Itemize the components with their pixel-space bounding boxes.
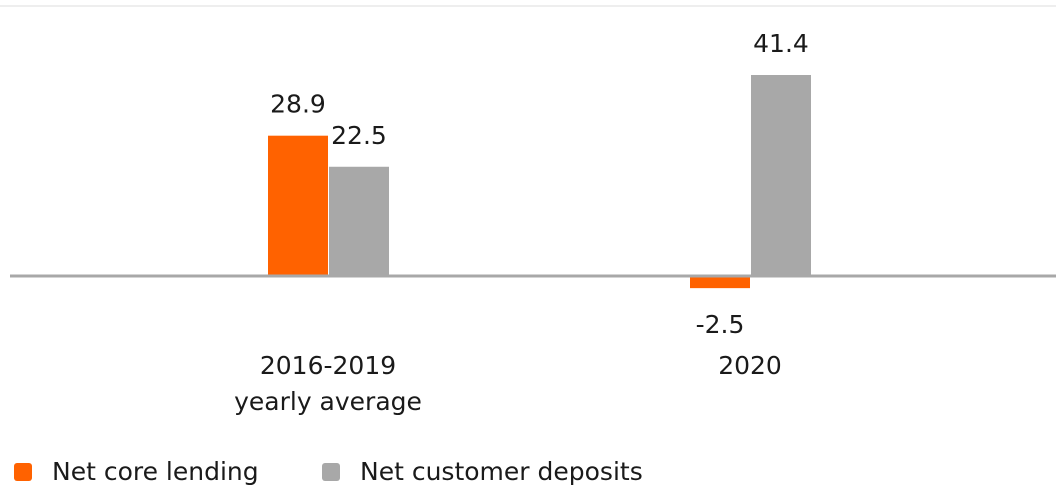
legend-label: Net customer deposits — [360, 457, 643, 486]
legend-swatch — [322, 463, 340, 481]
value-label: 28.9 — [270, 90, 326, 119]
value-label: -2.5 — [696, 310, 745, 339]
bar — [690, 276, 750, 289]
value-label: 41.4 — [753, 29, 809, 58]
x-tick-label: 2020 — [718, 351, 782, 380]
legend-label: Net core lending — [52, 457, 259, 486]
bar — [268, 135, 328, 276]
x-tick-label: 2016-2019 yearly average — [234, 351, 422, 416]
bar — [329, 166, 389, 276]
bar — [751, 75, 811, 276]
legend-swatch — [14, 463, 32, 481]
value-label: 22.5 — [331, 121, 387, 150]
